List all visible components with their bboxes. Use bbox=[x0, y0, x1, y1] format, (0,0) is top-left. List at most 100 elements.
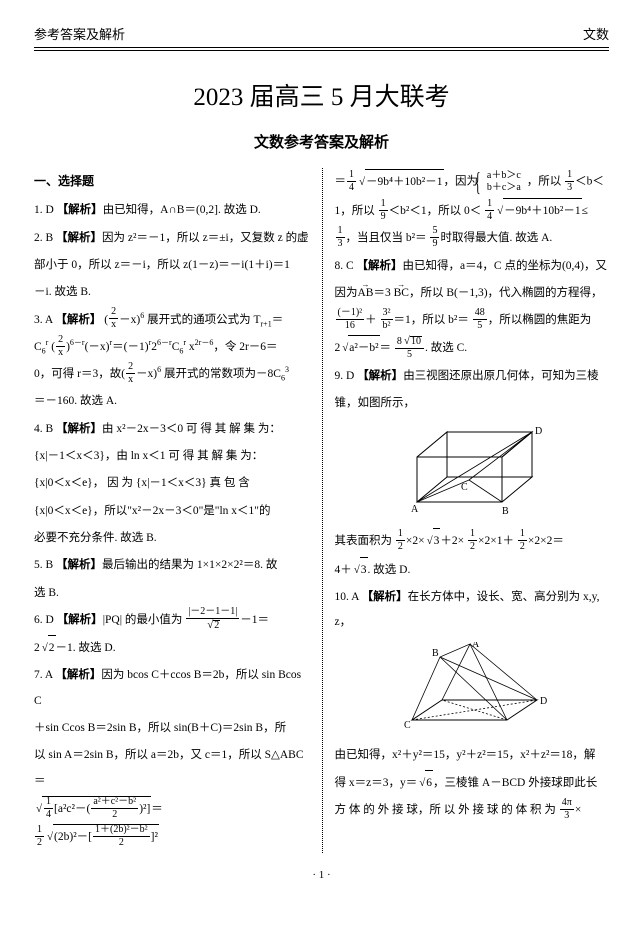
item-num: 5. B bbox=[34, 559, 53, 571]
item-10: 10. A 【解析】在长方体中，设长、宽、高分别为 x,y,z， bbox=[335, 585, 610, 636]
tag: 【解析】 bbox=[357, 370, 403, 382]
item-6-l2: 22－1. 故选 D. bbox=[34, 635, 310, 661]
item-10-l3: 得 x＝z＝3，y＝6，三棱锥 A－BCD 外接球即此长 bbox=[335, 770, 610, 796]
q7-cont-l2: 1，所以 19＜b²＜1，所以 0＜ 14－9b⁴＋10b²－1≤ bbox=[335, 198, 610, 224]
text: |PQ| 的最小值为 bbox=[103, 614, 183, 626]
text: －1＝ bbox=[240, 614, 269, 626]
figure-2: A B C D bbox=[392, 642, 552, 737]
item-num: 2. B bbox=[34, 232, 53, 244]
text: 由三视图还原出原几何体，可知为三棱 bbox=[403, 370, 599, 382]
item-9: 9. D 【解析】由三视图还原出原几何体，可知为三棱 bbox=[335, 364, 610, 389]
page-number: · 1 · bbox=[34, 869, 609, 881]
item-4-l2: {x|－1＜x＜3}，由 ln x＜1 可 得 其 解 集 为： bbox=[34, 444, 310, 469]
item-4-l4: {x|0＜x＜e}，所以"x²－2x－3＜0"是"ln x＜1"的 bbox=[34, 499, 310, 524]
column-right: ＝14－9b⁴＋10b²－1，因为 a＋b＞cb＋c＞a，所以 13＜b＜ 1，… bbox=[322, 168, 610, 853]
tag: 【解析】 bbox=[362, 591, 408, 603]
item-num: 6. D bbox=[34, 614, 54, 626]
section-heading: 一、选择题 bbox=[34, 168, 310, 194]
text: ，三棱锥 A－BCD 外接球即此长 bbox=[433, 777, 597, 789]
text: ＜b²＜1，所以 0＜ bbox=[389, 205, 482, 217]
text: ＝3 bbox=[373, 287, 390, 299]
item-9-l4: 4＋3. 故选 D. bbox=[335, 557, 610, 583]
item-2-l2: 部小于 0，所以 z＝－i，所以 z(1－z)＝－i(1＋i)＝1 bbox=[34, 253, 310, 278]
text: 展开式的通项公式为 T bbox=[147, 314, 260, 326]
item-8-l3: (－1)²16＋ 3²b²＝1，所以 b²＝ 485，所以椭圆的焦距为 bbox=[335, 308, 610, 333]
text: 方 体 的 外 接 球，所 以 外 接 球 的 体 积 为 bbox=[335, 804, 556, 816]
label-D: D bbox=[540, 696, 547, 707]
item-9-l2: 锥，如图所示， bbox=[335, 391, 610, 416]
two-column-body: 一、选择题 1. D 【解析】由已知得，A∩B＝(0,2]. 故选 D. 2. … bbox=[34, 168, 609, 853]
item-8-l2: 因为AB＝3 BC，所以 B(－1,3)，代入椭圆的方程得， bbox=[335, 281, 610, 306]
sub: r+1 bbox=[261, 319, 272, 328]
item-5: 5. B 【解析】最后输出的结果为 1×1×2×2²＝8. 故 bbox=[34, 553, 310, 578]
header-rule bbox=[34, 47, 609, 51]
text: ，所以 B(－1,3)，代入椭圆的方程得， bbox=[409, 287, 603, 299]
sub-title: 文数参考答案及解析 bbox=[34, 131, 609, 152]
item-7: 7. A 【解析】因为 bcos C＋ccos B＝2b，所以 sin Bcos… bbox=[34, 663, 310, 714]
tag: 【解析】 bbox=[56, 423, 102, 435]
column-left: 一、选择题 1. D 【解析】由已知得，A∩B＝(0,2]. 故选 D. 2. … bbox=[34, 168, 322, 853]
tag: 【解析】 bbox=[56, 559, 102, 571]
text: × bbox=[575, 804, 582, 816]
text: ＝ bbox=[380, 342, 392, 354]
item-8: 8. C 【解析】由已知得，a＝4，C 点的坐标为(0,4)，又 bbox=[335, 254, 610, 279]
text: ＋2× bbox=[440, 535, 464, 547]
text: 时取得最大值. 故选 A. bbox=[440, 232, 552, 244]
text: ＝1，所以 b²＝ bbox=[394, 314, 469, 326]
text: ＝ bbox=[272, 314, 284, 326]
item-3-l3: 0，可得 r＝3，故(2x－x)6 展开式的常数项为－8C63 bbox=[34, 362, 310, 387]
text: ×2×2＝ bbox=[528, 535, 564, 547]
item-num: 10. A bbox=[335, 591, 359, 603]
main-title: 2023 届高三 5 月大联考 bbox=[34, 77, 609, 113]
item-4-l3: {x|0＜x＜e}， 因 为 {x|－1＜x＜3} 真 包 含 bbox=[34, 471, 310, 496]
text: ＋ bbox=[365, 314, 377, 326]
text: 得 x＝z＝3，y＝ bbox=[335, 777, 418, 789]
item-num: 8. C bbox=[335, 260, 354, 272]
label-D: D bbox=[535, 426, 542, 437]
tag: 【解析】 bbox=[55, 669, 101, 681]
text: 0，可得 r＝3，故 bbox=[34, 368, 121, 380]
text: 由已知得，a＝4，C 点的坐标为(0,4)，又 bbox=[403, 260, 607, 272]
text: 4＋ bbox=[335, 564, 352, 576]
text: 由 x²－2x－3＜0 可 得 其 解 集 为： bbox=[102, 423, 281, 435]
text: 最后输出的结果为 1×1×2×2²＝8. 故 bbox=[102, 559, 277, 571]
header-right: 文数 bbox=[583, 24, 609, 43]
header-left: 参考答案及解析 bbox=[34, 24, 125, 43]
tag: 【解析】 bbox=[57, 204, 103, 216]
text: . 故选 C. bbox=[425, 342, 467, 354]
text: ≤ bbox=[582, 205, 588, 217]
text: . 故选 D. bbox=[368, 564, 411, 576]
item-3-l4: ＝－160. 故选 A. bbox=[34, 389, 310, 414]
text: ×2× bbox=[406, 535, 425, 547]
running-header: 参考答案及解析 文数 bbox=[34, 24, 609, 47]
text: 展开式的常数项为－8C bbox=[164, 368, 281, 380]
figure-1: A B C D bbox=[397, 422, 547, 522]
label-A: A bbox=[411, 504, 419, 515]
text: ，因为 bbox=[444, 176, 479, 188]
text: ，令 2r－6＝ bbox=[213, 341, 277, 353]
item-num: 7. A bbox=[34, 669, 53, 681]
item-4: 4. B 【解析】由 x²－2x－3＜0 可 得 其 解 集 为： bbox=[34, 417, 310, 442]
q7-cont-l1: ＝14－9b⁴＋10b²－1，因为 a＋b＞cb＋c＞a，所以 13＜b＜ bbox=[335, 168, 610, 196]
text: 因为 z²＝－1，所以 z＝±i，又复数 z 的虚 bbox=[102, 232, 309, 244]
brace: a＋b＞cb＋c＞a bbox=[483, 168, 525, 196]
text: 因为 bbox=[335, 287, 358, 299]
label-B: B bbox=[432, 648, 439, 659]
item-7-l2: ＋sin Ccos B＝2sin B，所以 sin(B＋C)＝2sin B，所 bbox=[34, 716, 310, 741]
item-8-l4: 2a²－b²＝ 8105. 故选 C. bbox=[335, 335, 610, 361]
tag: 【解析】 bbox=[55, 314, 101, 326]
text: ，当且仅当 b²＝ bbox=[346, 232, 427, 244]
text: 由已知得，A∩B＝(0,2]. 故选 D. bbox=[103, 204, 261, 216]
fraction: 2x bbox=[109, 307, 118, 330]
text: ＜b＜ bbox=[575, 176, 604, 188]
page-root: 参考答案及解析 文数 2023 届高三 5 月大联考 文数参考答案及解析 一、选… bbox=[0, 0, 643, 901]
item-num: 3. A bbox=[34, 314, 53, 326]
item-6: 6. D 【解析】|PQ| 的最小值为 |－2－1－1|2－1＝ bbox=[34, 608, 310, 633]
item-7-l3: 以 sin A＝2sin B，所以 a＝2b，又 c＝1，所以 S△ABC＝ bbox=[34, 743, 310, 794]
fraction: |－2－1－1|2 bbox=[186, 607, 239, 631]
item-7-f2: 12(2b)²－[1＋(2b)²－b²2]² bbox=[34, 824, 310, 850]
text: 1，所以 bbox=[335, 205, 375, 217]
item-10-l2: 由已知得，x²＋y²＝15，y²＋z²＝15，x²＋z²＝18，解 bbox=[335, 743, 610, 768]
text: －1. 故选 D. bbox=[56, 642, 116, 654]
tag: 【解析】 bbox=[57, 614, 103, 626]
